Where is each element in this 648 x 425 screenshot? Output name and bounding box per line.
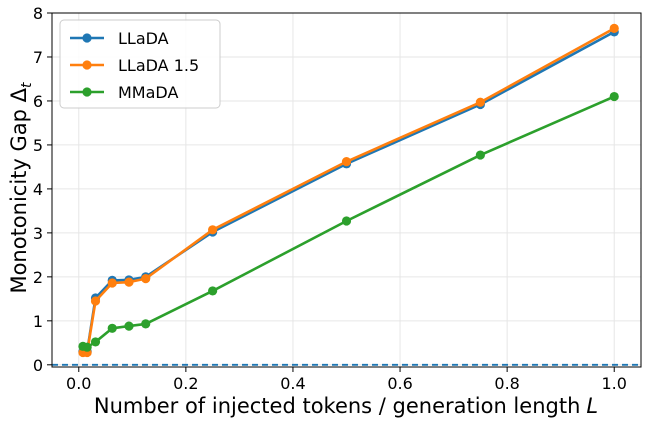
legend-label-llada: LLaDA	[118, 29, 169, 48]
x-tick-label: 0.2	[173, 374, 198, 393]
y-tick-label: 2	[33, 268, 43, 287]
data-point-llada-1-5	[107, 278, 117, 288]
plot-frame	[51, 12, 642, 368]
y-tick-label: 1	[33, 312, 43, 331]
x-tick-label: 1.0	[602, 374, 627, 393]
y-tick-label: 6	[33, 92, 43, 111]
data-point-llada-1-5	[90, 296, 101, 306]
legend-box	[59, 19, 221, 109]
data-point-mmada	[475, 150, 485, 160]
grid	[52, 12, 641, 367]
data-point-mmada	[141, 319, 151, 329]
y-tick-label: 5	[33, 136, 43, 155]
series-mmada	[78, 91, 619, 352]
y-axis-title-subscript: t	[19, 82, 35, 88]
x-tick-label: 0.8	[494, 374, 519, 393]
data-point-llada-1-5	[341, 157, 352, 167]
series-line-llada-1-5	[82, 27, 615, 354]
y-tick-label: 0	[33, 356, 43, 375]
y-tick-label: 4	[33, 180, 43, 199]
data-point-mmada	[208, 286, 218, 296]
x-tick-label: 0.0	[66, 374, 91, 393]
data-point-mmada	[609, 91, 619, 102]
y-axis-title: Monotonicity Gap Δt	[7, 82, 35, 294]
data-point-llada-1-5	[124, 277, 134, 287]
axis-ticks: 0.0 0.2 0.4 0.6 0.8 1.0 0 1 2 3 4 5 6 7 8	[33, 4, 627, 393]
y-tick-label: 7	[33, 48, 43, 67]
data-point-llada-1-5	[609, 23, 619, 33]
data-point-llada-1-5	[475, 97, 485, 107]
series-group	[78, 23, 619, 358]
legend-marker-llada-1-5	[82, 60, 92, 70]
legend-marker-mmada	[82, 87, 92, 97]
x-axis-title-text: Number of injected tokens / generation l…	[94, 394, 580, 418]
data-point-mmada	[90, 337, 101, 347]
data-point-mmada	[107, 323, 117, 333]
y-tick-label: 3	[33, 224, 43, 243]
x-axis-title: Number of injected tokens / generation l…	[94, 394, 598, 418]
data-point-mmada	[341, 216, 352, 226]
y-axis-title-text: Monotonicity Gap Δ	[7, 87, 31, 293]
data-point-mmada	[82, 342, 92, 352]
x-axis-title-variable: L	[586, 394, 598, 418]
legend-label-mmada: MMaDA	[118, 83, 178, 102]
data-point-llada-1-5	[141, 274, 151, 284]
legend-label-llada-1-5: LLaDA 1.5	[118, 56, 199, 75]
series-llada-1-5	[78, 23, 619, 358]
data-point-mmada	[124, 321, 134, 331]
legend: LLaDA LLaDA 1.5 MMaDA	[59, 19, 221, 109]
x-tick-label: 0.6	[387, 374, 412, 393]
x-tick-label: 0.4	[280, 374, 305, 393]
series-line-mmada	[82, 95, 615, 349]
legend-marker-llada	[82, 33, 92, 43]
data-point-llada-1-5	[208, 225, 218, 235]
y-tick-label: 8	[33, 4, 43, 23]
